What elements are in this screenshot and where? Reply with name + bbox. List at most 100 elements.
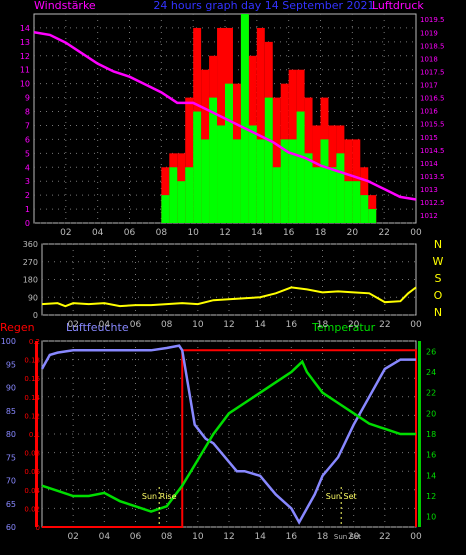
wind-y-tick: 13	[20, 38, 30, 47]
pressure-y-tick: 1017	[420, 82, 438, 90]
temp-x-tick: 20	[348, 532, 360, 542]
wind-pressure-panel: 0123456789101112131410121012.510131013.5…	[20, 13, 445, 238]
direction-x-tick: 10	[192, 320, 204, 330]
wind-x-tick: 00	[410, 228, 422, 238]
direction-x-tick: 20	[348, 320, 360, 330]
direction-y-tick: 360	[23, 240, 38, 249]
direction-x-tick: 06	[130, 320, 142, 330]
direction-x-tick: 02	[67, 320, 78, 330]
wind-bar	[232, 139, 241, 223]
wind-x-tick: 04	[92, 228, 104, 238]
sunrise-label: Sun Rise	[142, 492, 177, 501]
wind-y-tick: 4	[25, 163, 30, 172]
chart-title: 24 hours graph day 14 September 2021	[153, 0, 374, 12]
pressure-y-tick: 1018.5	[420, 42, 445, 50]
temp-y-tick: 18	[426, 430, 436, 439]
pressure-y-tick: 1014	[420, 160, 438, 168]
wind-bar	[193, 111, 202, 223]
wind-y-tick: 5	[25, 149, 30, 158]
rain-y-tick: 0.12	[24, 412, 40, 420]
wind-bar	[209, 97, 218, 223]
temp-x-tick: 10	[192, 532, 204, 542]
wind-y-tick: 14	[20, 24, 30, 33]
rain-y-tick: 0.06	[24, 468, 40, 476]
temperature-line	[41, 359, 416, 513]
pressure-y-tick: 1018	[420, 55, 438, 63]
wind-x-tick: 08	[156, 228, 168, 238]
wind-bar	[328, 167, 337, 223]
wind-bar	[288, 139, 297, 223]
wind-y-tick: 6	[25, 135, 30, 144]
direction-x-tick: 18	[317, 320, 329, 330]
compass-label: N	[434, 306, 442, 319]
wind-bar	[169, 167, 178, 223]
gust-bar	[185, 97, 194, 223]
wind-y-tick: 12	[20, 52, 30, 61]
pressure-label: Luftdruck	[372, 0, 424, 12]
wind-bar	[344, 181, 353, 223]
temp-y-tick: 16	[426, 451, 436, 460]
wind-bar	[217, 125, 225, 223]
rain-axis-bar	[35, 341, 38, 527]
wind-x-tick: 02	[60, 228, 71, 238]
wind-bar	[352, 181, 361, 223]
direction-line	[41, 286, 417, 308]
wind-y-tick: 1	[25, 205, 30, 214]
temp-y-tick: 12	[426, 492, 436, 501]
pressure-y-tick: 1016	[420, 108, 438, 116]
wind-label: Windstärke	[34, 0, 96, 12]
wind-bar	[368, 209, 377, 223]
wind-bar	[320, 139, 329, 223]
wind-y-tick: 9	[25, 94, 30, 103]
wind-x-tick: 22	[378, 228, 389, 238]
direction-x-tick: 22	[379, 320, 390, 330]
temp-x-tick: 22	[379, 532, 390, 542]
temp-x-tick: 18	[317, 532, 329, 542]
wind-bar	[272, 167, 281, 223]
pressure-y-tick: 1014.5	[420, 147, 445, 155]
humidity-y-tick: 70	[6, 477, 16, 486]
direction-x-tick: 00	[410, 320, 422, 330]
wind-bar	[336, 153, 345, 223]
pressure-y-tick: 1015.5	[420, 121, 445, 129]
direction-y-tick: 0	[33, 311, 38, 320]
wind-bar	[185, 167, 194, 223]
rain-y-tick: 0	[36, 524, 40, 532]
temp-x-tick: 00	[410, 532, 422, 542]
rain-y-tick: 0.16	[24, 375, 40, 383]
rain-y-tick: 0.02	[24, 505, 40, 513]
humidity-y-tick: 95	[6, 360, 16, 369]
wind-bar	[225, 83, 233, 224]
humidity-y-tick: 100	[1, 337, 16, 346]
rain-y-tick: 0.04	[24, 487, 40, 495]
direction-y-tick: 90	[28, 293, 38, 302]
wind-x-tick: 10	[187, 228, 199, 238]
temp-x-tick: 12	[223, 532, 234, 542]
wind-bar	[161, 195, 170, 223]
temp-x-tick: 06	[130, 532, 142, 542]
wind-y-tick: 0	[25, 219, 30, 228]
wind-bar	[264, 97, 273, 223]
rain-y-tick: 0.14	[24, 394, 40, 402]
direction-y-tick: 270	[23, 258, 38, 267]
wind-x-tick: 12	[219, 228, 230, 238]
pressure-y-tick: 1015	[420, 134, 438, 142]
humidity-y-tick: 80	[6, 430, 16, 439]
direction-x-tick: 14	[254, 320, 266, 330]
wind-bar	[280, 139, 289, 223]
humidity-label: Luftfeuchte	[66, 321, 129, 334]
pressure-y-tick: 1013.5	[420, 173, 445, 181]
pressure-y-tick: 1017.5	[420, 68, 445, 76]
humidity-line	[40, 344, 416, 525]
wind-bar	[177, 181, 186, 223]
pressure-y-tick: 1012.5	[420, 199, 445, 207]
humidity-y-tick: 85	[6, 407, 16, 416]
wind-bar	[240, 14, 249, 223]
pressure-line	[33, 31, 417, 201]
temp-y-tick: 20	[426, 409, 436, 418]
wind-bar	[360, 195, 369, 223]
wind-y-tick: 10	[20, 80, 30, 89]
gust-bar	[272, 97, 281, 223]
wind-bar	[304, 153, 313, 223]
sunset-axis-label: Sun Set	[334, 533, 361, 541]
